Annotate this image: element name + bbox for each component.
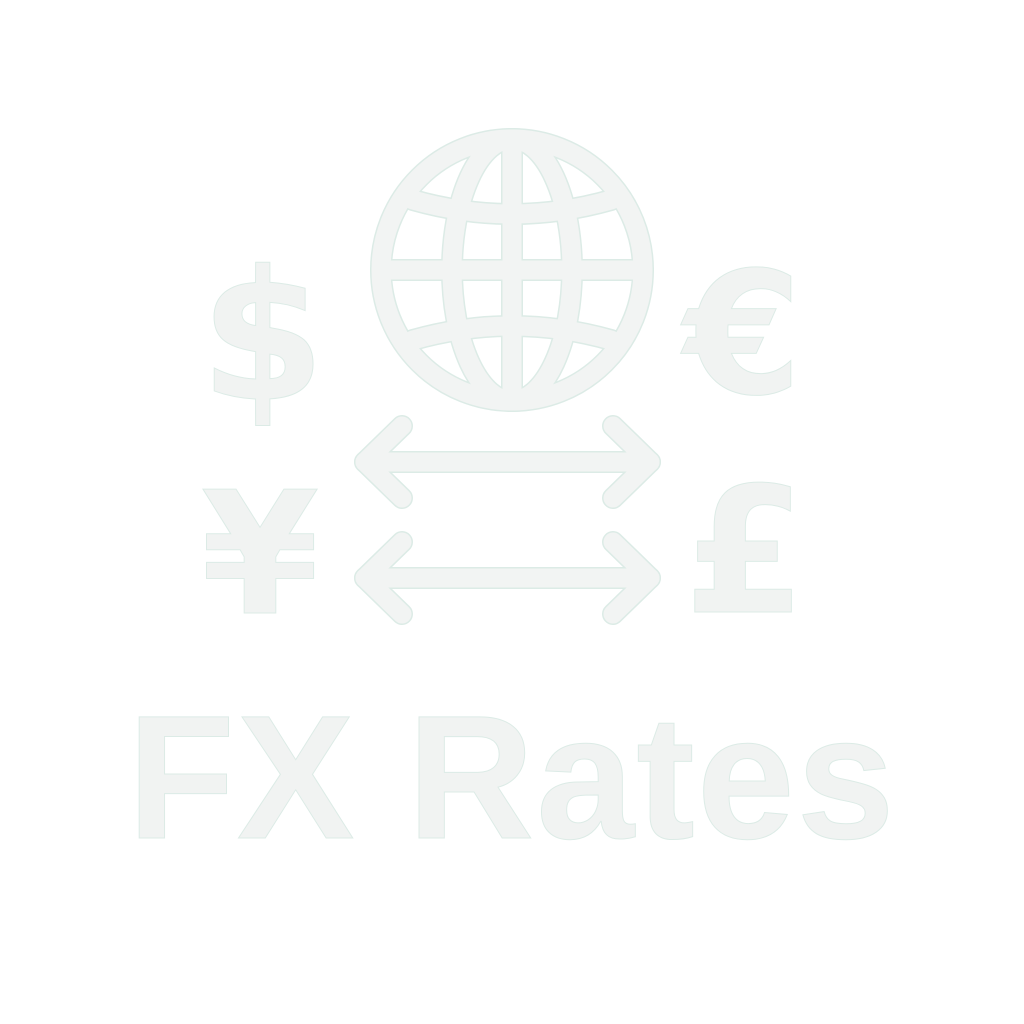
dollar-sign: $: [200, 233, 326, 442]
globe-icon: [370, 128, 654, 412]
yen-sign: ¥: [200, 456, 320, 654]
exchange-arrows-icon: [354, 415, 661, 625]
title-text: FX Rates: [127, 680, 897, 876]
euro-sign: €: [683, 236, 803, 434]
pound-sign: £: [684, 451, 807, 654]
